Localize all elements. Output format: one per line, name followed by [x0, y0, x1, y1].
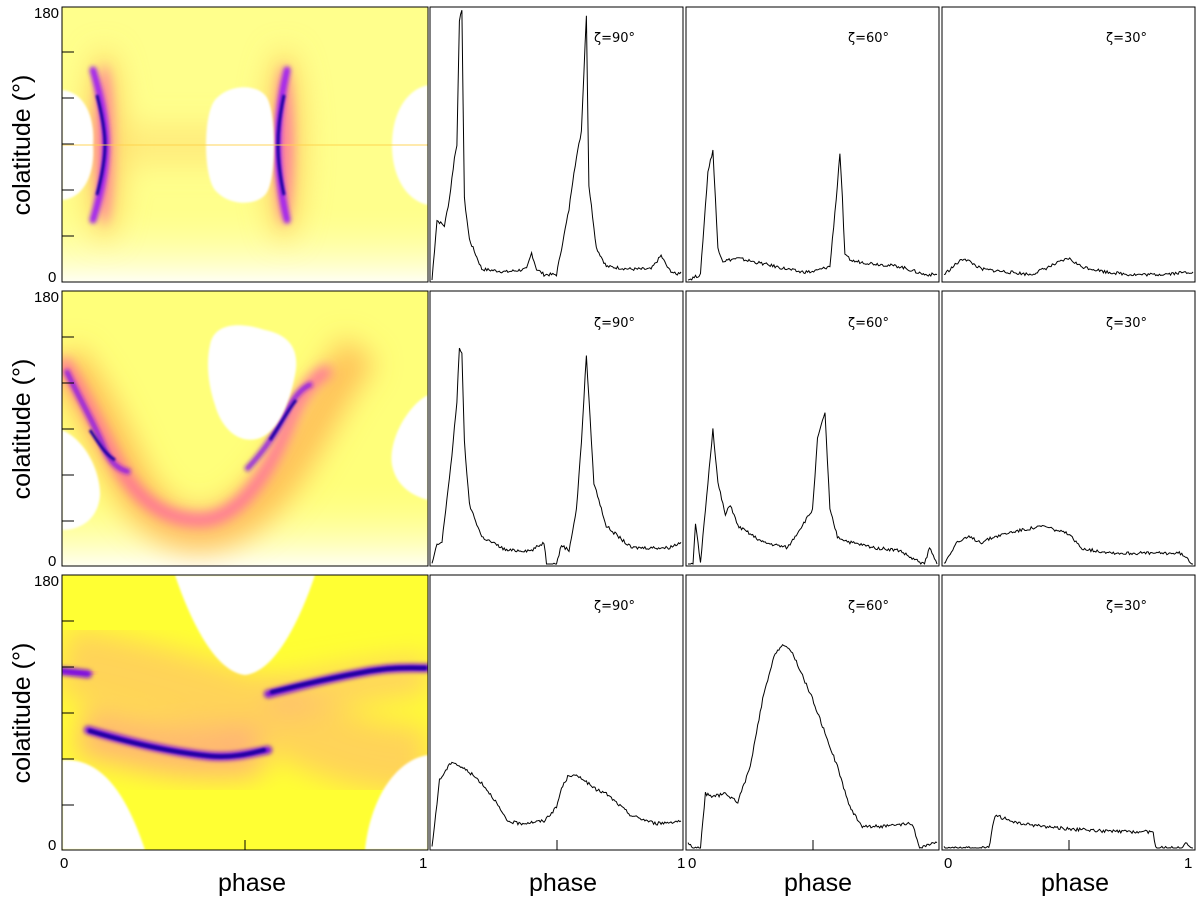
heatmap-row-0 — [61, 6, 429, 283]
panel-r0-c1 — [429, 6, 684, 283]
x-tick-1-col-3: 1 — [1184, 855, 1192, 872]
y-tick-0-row-2: 0 — [48, 837, 56, 854]
x-axis-label-col-3: phase — [1041, 869, 1109, 897]
series-line-r0-c3 — [943, 257, 1194, 277]
panel-r2-c1 — [429, 574, 684, 851]
zeta-label-r0-c3: ζ=30° — [1106, 31, 1147, 46]
zeta-label-r2-c3: ζ=30° — [1106, 599, 1147, 614]
panel-r1-c2 — [685, 290, 940, 567]
heatmap-row-1 — [61, 290, 429, 567]
y-tick-180-row-2: 180 — [34, 573, 59, 590]
y-axis-label-row-1: colatitude (°) — [8, 359, 36, 500]
panel-r2-c2 — [685, 574, 940, 851]
y-tick-180-row-0: 180 — [34, 5, 59, 22]
series-line-r1-c3 — [943, 524, 1193, 565]
panel-r0-c2 — [685, 6, 940, 283]
y-tick-180-row-1: 180 — [34, 289, 59, 306]
series-line-r2-c3 — [943, 814, 1194, 849]
zeta-label-r0-c2: ζ=60° — [848, 31, 889, 46]
panel-r1-c3 — [941, 290, 1196, 567]
zeta-label-r1-c2: ζ=60° — [848, 316, 889, 331]
heatmap-row-2 — [61, 574, 429, 851]
y-tick-0-row-0: 0 — [48, 269, 56, 286]
x-tick-marks — [244, 840, 1070, 850]
line-panels — [429, 6, 1196, 851]
x-axis-label-col-2: phase — [784, 869, 852, 897]
series-line-r2-c2 — [687, 643, 938, 849]
series-line-r2-c1 — [431, 761, 682, 847]
y-axis-label-row-0: colatitude (°) — [8, 75, 36, 216]
x-tick-0-col-0: 0 — [60, 855, 68, 872]
zeta-labels: ζ=90° ζ=60° ζ=30° ζ=90° ζ=60° ζ=30° ζ=90… — [594, 31, 1147, 614]
panel-r2-c3 — [941, 574, 1196, 851]
panel-r1-c1 — [429, 290, 684, 567]
zeta-label-r2-c2: ζ=60° — [848, 599, 889, 614]
zeta-label-r0-c1: ζ=90° — [594, 31, 635, 46]
zeta-label-r1-c3: ζ=30° — [1106, 316, 1147, 331]
x-tick-0-col-2: 0 — [688, 855, 696, 872]
x-tick-1-col-0: 1 — [419, 855, 427, 872]
zeta-label-r2-c1: ζ=90° — [594, 599, 635, 614]
series-lines — [431, 10, 1194, 849]
x-tick-0-col-3: 0 — [944, 855, 952, 872]
zeta-label-r1-c1: ζ=90° — [594, 316, 635, 331]
x-tick-1-col-1: 1 — [677, 855, 685, 872]
series-line-r0-c2 — [687, 149, 938, 281]
panel-r0-c3 — [941, 6, 1196, 283]
series-line-r1-c1 — [431, 347, 682, 565]
series-line-r1-c2 — [688, 412, 938, 565]
x-axis-label-col-1: phase — [529, 869, 597, 897]
series-line-r0-c1 — [431, 10, 682, 281]
y-tick-0-row-1: 0 — [48, 553, 56, 570]
x-axis-label-col-0: phase — [218, 869, 286, 897]
y-axis-label-row-2: colatitude (°) — [8, 643, 36, 784]
y-tick-marks — [62, 51, 74, 806]
